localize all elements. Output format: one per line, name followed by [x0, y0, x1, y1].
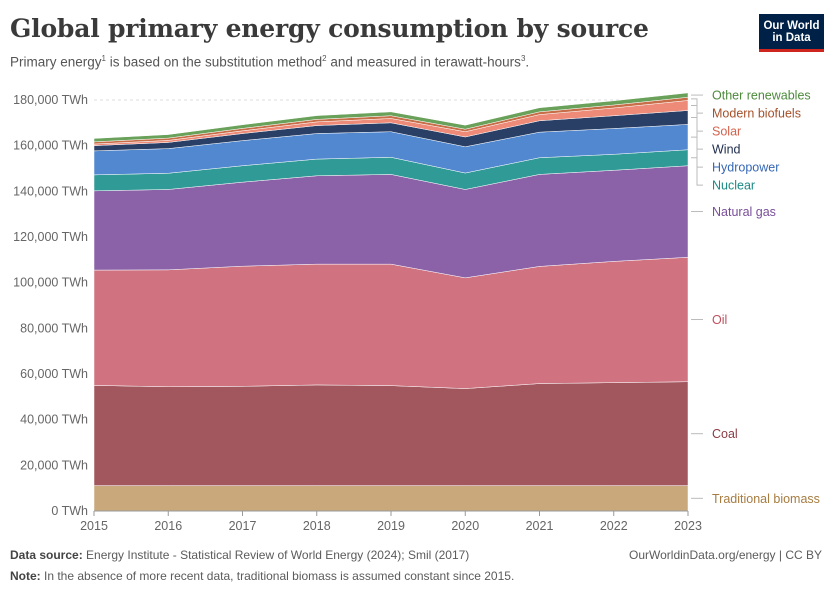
series-label-other-renewables[interactable]: Other renewables: [712, 89, 811, 103]
chart-subtitle: Primary energy1 is based on the substitu…: [10, 54, 529, 70]
area-other-renewables[interactable]: [93, 92, 689, 143]
label-connector: [691, 157, 703, 186]
y-tick-label: 180,000 TWh: [13, 93, 88, 107]
x-tick-label: 2022: [600, 519, 628, 533]
subtitle-text: .: [525, 54, 530, 70]
x-tick-label: 2023: [674, 519, 702, 533]
x-tick-label: 2021: [526, 519, 554, 533]
series-label-coal[interactable]: Coal: [712, 427, 738, 441]
y-tick-label: 160,000 TWh: [13, 139, 88, 153]
footnote-ref-2[interactable]: 2: [322, 54, 327, 63]
y-tick-label: 140,000 TWh: [13, 184, 88, 198]
y-tick-label: 0 TWh: [51, 504, 88, 518]
subtitle-text: Primary energy: [10, 54, 102, 70]
y-axis: 0 TWh 20,000 TWh 40,000 TWh 60,000 TWh 80,00…: [13, 93, 88, 518]
series-label-oil[interactable]: Oil: [712, 313, 727, 327]
logo-line-1: Our World: [763, 20, 820, 32]
owid-logo[interactable]: Our World in Data: [759, 14, 824, 52]
x-tick-label: 2019: [377, 519, 405, 533]
series-label-traditional-biomass[interactable]: Traditional biomass: [712, 492, 820, 506]
x-tick-label: 2017: [229, 519, 257, 533]
y-tick-label: 120,000 TWh: [13, 230, 88, 244]
x-axis: 2015 2016 2017 2018 2019 2020 2021 2022 2023: [80, 510, 702, 533]
source-url[interactable]: OurWorldinData.org/energy | CC BY: [629, 548, 822, 562]
stacked-area-chart: 0 TWh 20,000 TWh 40,000 TWh 60,000 TWh 80,00…: [13, 89, 820, 533]
note-text: In the absence of more recent data, trad…: [40, 569, 515, 583]
subtitle-text: and measured in terawatt-hours: [326, 54, 521, 70]
chart-title: Global primary energy consumption by sou…: [10, 14, 649, 43]
label-connector: [691, 136, 703, 168]
label-connector: [691, 104, 703, 132]
area-series: [93, 92, 689, 512]
data-source-text: Energy Institute - Statistical Review of…: [82, 548, 470, 562]
series-label-wind[interactable]: Wind: [712, 143, 741, 157]
series-label-modern-biofuels[interactable]: Modern biofuels: [712, 107, 801, 121]
area-traditional-biomass[interactable]: [93, 485, 689, 512]
label-connector: [691, 116, 703, 150]
label-connector: [691, 98, 703, 114]
x-tick-label: 2015: [80, 519, 108, 533]
y-tick-label: 40,000 TWh: [20, 413, 88, 427]
x-tick-label: 2016: [154, 519, 182, 533]
note-label: Note:: [10, 569, 41, 583]
y-tick-label: 80,000 TWh: [20, 321, 88, 335]
area-coal[interactable]: [93, 381, 689, 486]
subtitle-text: is based on the substitution method: [105, 54, 323, 70]
series-label-hydropower[interactable]: Hydropower: [712, 161, 779, 175]
y-tick-label: 100,000 TWh: [13, 276, 88, 290]
series-label-solar[interactable]: Solar: [712, 125, 741, 139]
x-tick-label: 2018: [303, 519, 331, 533]
y-tick-label: 60,000 TWh: [20, 367, 88, 381]
series-label-nuclear[interactable]: Nuclear: [712, 179, 755, 193]
area-oil[interactable]: [93, 257, 689, 389]
series-labels: Traditional biomass Coal Oil Natural gas Nuc…: [691, 89, 820, 506]
footnote-ref-1[interactable]: 1: [101, 54, 106, 63]
y-tick-label: 20,000 TWh: [20, 458, 88, 472]
logo-line-2: in Data: [772, 32, 811, 44]
footnote-ref-3[interactable]: 3: [520, 54, 526, 63]
data-source-label: Data source:: [10, 548, 83, 562]
data-source: Data source: Energy Institute - Statisti…: [10, 548, 469, 562]
x-tick-label: 2020: [451, 519, 479, 533]
chart-note: Note: In the absence of more recent data…: [10, 569, 514, 583]
series-label-natural-gas[interactable]: Natural gas: [712, 205, 776, 219]
